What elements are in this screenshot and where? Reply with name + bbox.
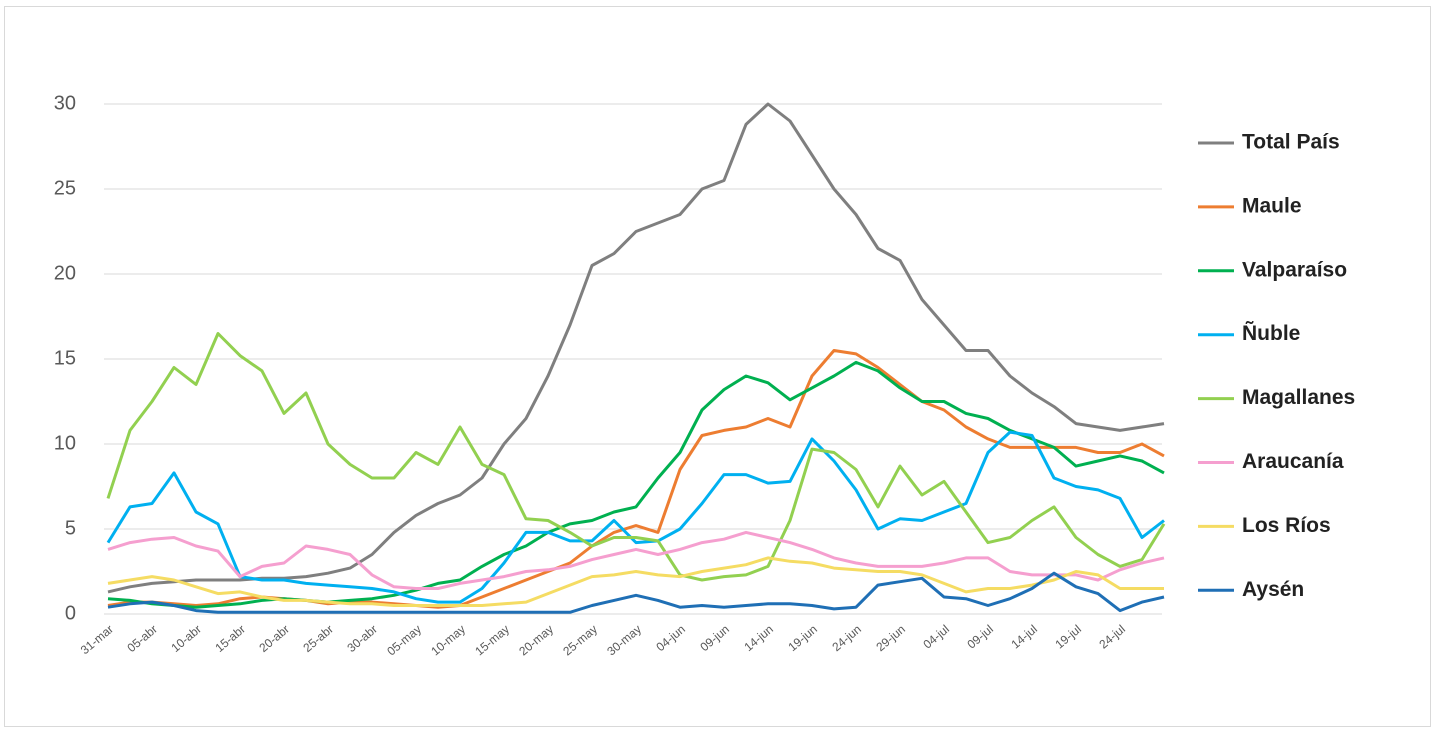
y-tick-label: 5	[65, 517, 76, 539]
series-line	[106, 430, 1165, 604]
legend-label: Maule	[1242, 194, 1302, 217]
y-tick-label: 25	[54, 177, 76, 199]
series-line	[107, 360, 1165, 609]
series-line	[107, 530, 1165, 590]
series-line	[107, 556, 1164, 607]
series-line	[107, 102, 1165, 594]
y-tick-label: 30	[54, 92, 76, 114]
legend-label: Araucanía	[1242, 450, 1344, 473]
legend-label: Valparaíso	[1242, 258, 1347, 281]
series-line	[107, 571, 1165, 614]
y-tick-label: 10	[54, 432, 76, 454]
legend-label: Total País	[1242, 131, 1340, 154]
legend-label: Los Ríos	[1242, 514, 1331, 537]
legend-label: Magallanes	[1242, 386, 1355, 409]
legend-label: Ñuble	[1242, 322, 1300, 345]
y-tick-label: 20	[54, 262, 76, 284]
series-line	[106, 332, 1166, 582]
y-tick-label: 0	[65, 602, 76, 624]
chart-frame	[4, 6, 1431, 727]
y-tick-label: 15	[54, 347, 76, 369]
legend-label: Aysén	[1242, 578, 1304, 601]
